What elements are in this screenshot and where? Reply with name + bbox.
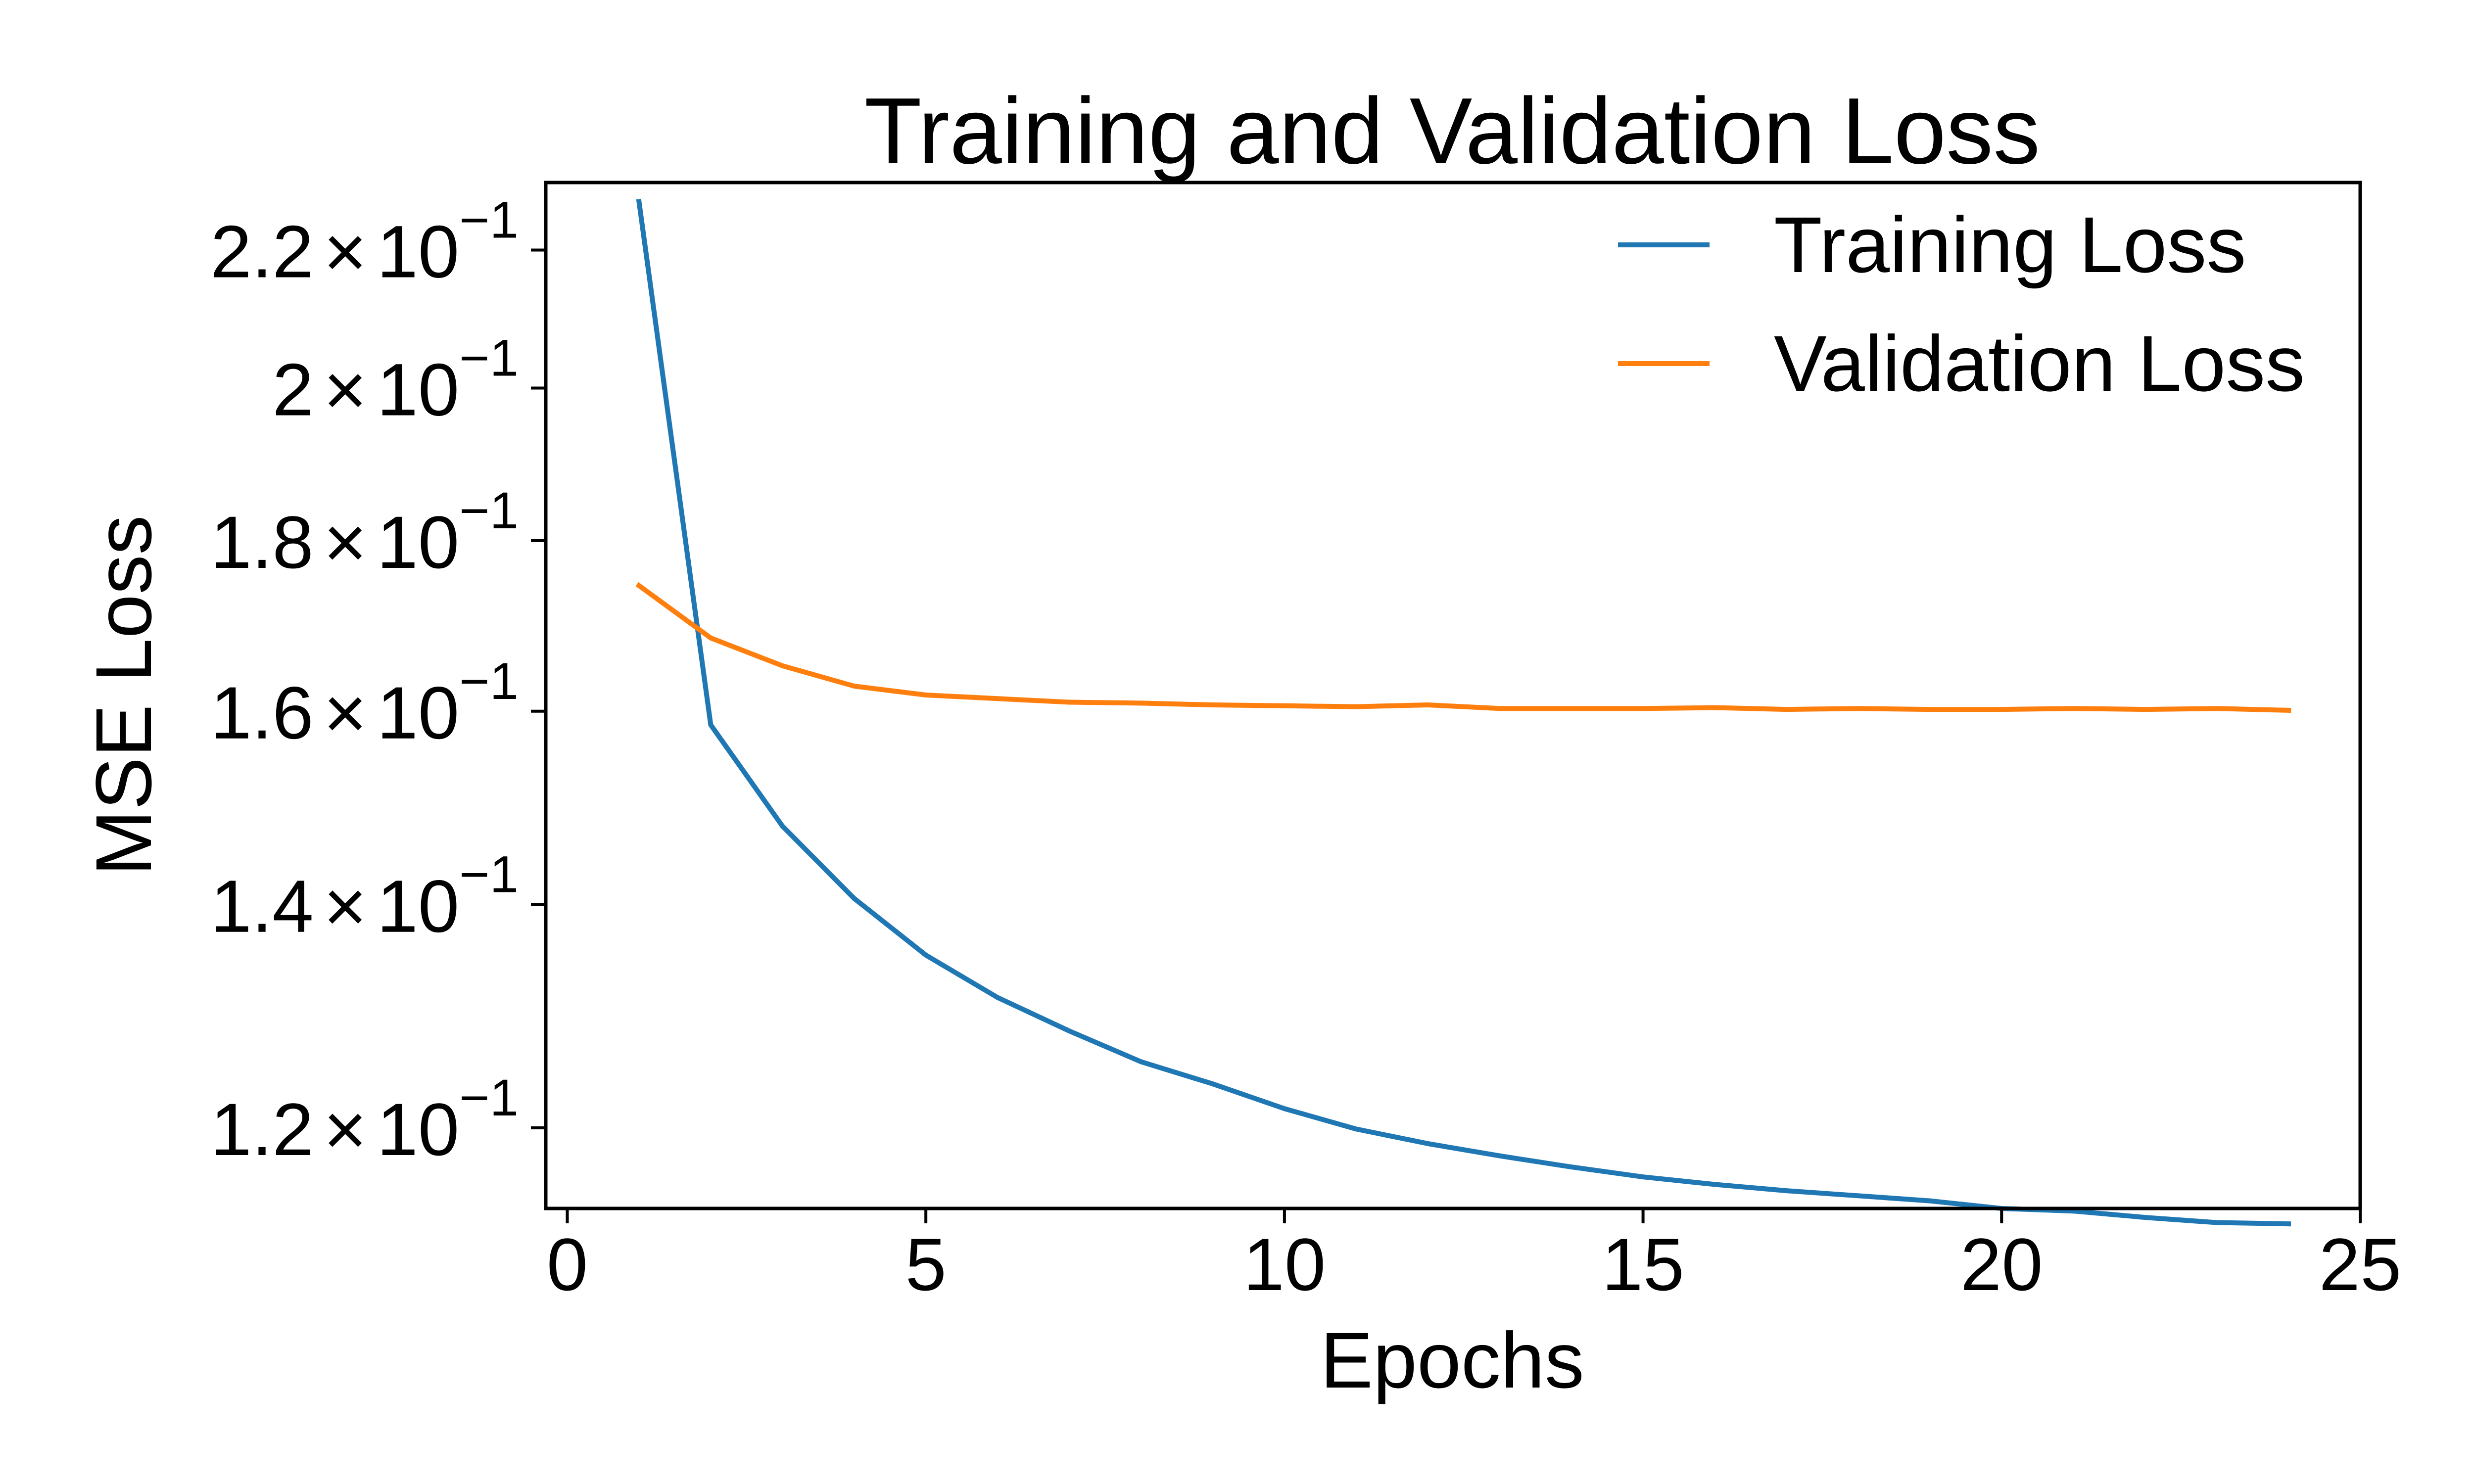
x-axis-label: Epochs bbox=[1320, 1316, 1584, 1404]
data-point bbox=[1712, 705, 1717, 710]
data-point bbox=[1139, 1059, 1143, 1065]
data-point bbox=[1927, 707, 1933, 712]
data-point bbox=[1999, 707, 2004, 712]
x-tick-label: 15 bbox=[1602, 1223, 1684, 1306]
data-point bbox=[1856, 1193, 1861, 1199]
data-point bbox=[1210, 1081, 1215, 1087]
data-point bbox=[1927, 1198, 1933, 1204]
data-point bbox=[2286, 707, 2291, 713]
data-point bbox=[636, 583, 642, 588]
legend-label: Validation Loss bbox=[1774, 319, 2305, 408]
plot-area-frame bbox=[544, 181, 2362, 1210]
data-point bbox=[1067, 1028, 1072, 1034]
chart-title: Training and Validation Loss bbox=[864, 79, 2040, 184]
data-point bbox=[2214, 1220, 2220, 1225]
data-point bbox=[708, 635, 714, 641]
data-point bbox=[2071, 706, 2076, 711]
data-point bbox=[2142, 707, 2148, 712]
y-tick-label: 1.8 × 10−1 bbox=[210, 482, 519, 584]
x-tick-label: 0 bbox=[547, 1223, 588, 1306]
data-point bbox=[995, 696, 1000, 701]
x-tick-label: 10 bbox=[1243, 1223, 1326, 1306]
x-tick-label: 5 bbox=[905, 1223, 946, 1306]
x-axis-ticks: 0 5 10 15 20 25 bbox=[547, 1208, 2402, 1306]
x-tick-label: 25 bbox=[2319, 1223, 2402, 1306]
x-tick-label: 20 bbox=[1960, 1223, 2043, 1306]
y-axis-label: MSE Loss bbox=[79, 515, 168, 876]
legend: Training Loss Validation Loss bbox=[1618, 200, 2305, 408]
data-point bbox=[1497, 706, 1502, 711]
data-point bbox=[780, 663, 785, 668]
legend-label: Training Loss bbox=[1774, 200, 2246, 289]
data-point bbox=[1353, 1126, 1359, 1132]
data-point bbox=[1282, 1106, 1287, 1112]
data-point bbox=[1282, 703, 1287, 708]
series-line-1 bbox=[635, 582, 2291, 713]
data-point bbox=[995, 995, 1000, 1000]
data-point bbox=[1497, 1153, 1502, 1159]
y-tick-label: 2.2 × 10−1 bbox=[210, 191, 519, 293]
data-point bbox=[1139, 700, 1143, 706]
data-point bbox=[1569, 706, 1574, 711]
y-tick-label: 1.6 × 10−1 bbox=[210, 652, 519, 754]
data-point bbox=[923, 952, 929, 958]
data-point bbox=[2286, 1221, 2291, 1227]
y-tick-label: 1.4 × 10−1 bbox=[210, 846, 519, 948]
data-point bbox=[1067, 699, 1072, 705]
y-tick-label: 2 × 10−1 bbox=[272, 329, 519, 431]
data-point bbox=[852, 896, 857, 901]
data-point bbox=[2142, 1215, 2148, 1220]
data-point bbox=[1210, 702, 1215, 707]
y-axis-ticks: 1.2 × 10−1 1.4 × 10−1 1.6 × 10−1 1.8 × 10−1 2 × 10−1 2.… bbox=[210, 191, 546, 1171]
data-point bbox=[852, 684, 857, 689]
data-point bbox=[1856, 706, 1861, 711]
data-point bbox=[1425, 1141, 1430, 1146]
data-point bbox=[1712, 1182, 1717, 1187]
data-point bbox=[2214, 706, 2220, 711]
data-point bbox=[1784, 707, 1789, 712]
data-point bbox=[636, 199, 642, 204]
data-point bbox=[1425, 702, 1430, 707]
data-point bbox=[1640, 706, 1646, 711]
data-point bbox=[780, 824, 785, 829]
y-tick-label: 1.2 × 10−1 bbox=[210, 1069, 519, 1171]
data-point bbox=[1640, 1174, 1646, 1180]
data-point bbox=[1353, 704, 1359, 709]
data-point bbox=[923, 693, 929, 697]
data-point bbox=[1569, 1164, 1574, 1170]
data-point bbox=[708, 722, 714, 728]
data-point bbox=[1784, 1188, 1789, 1194]
